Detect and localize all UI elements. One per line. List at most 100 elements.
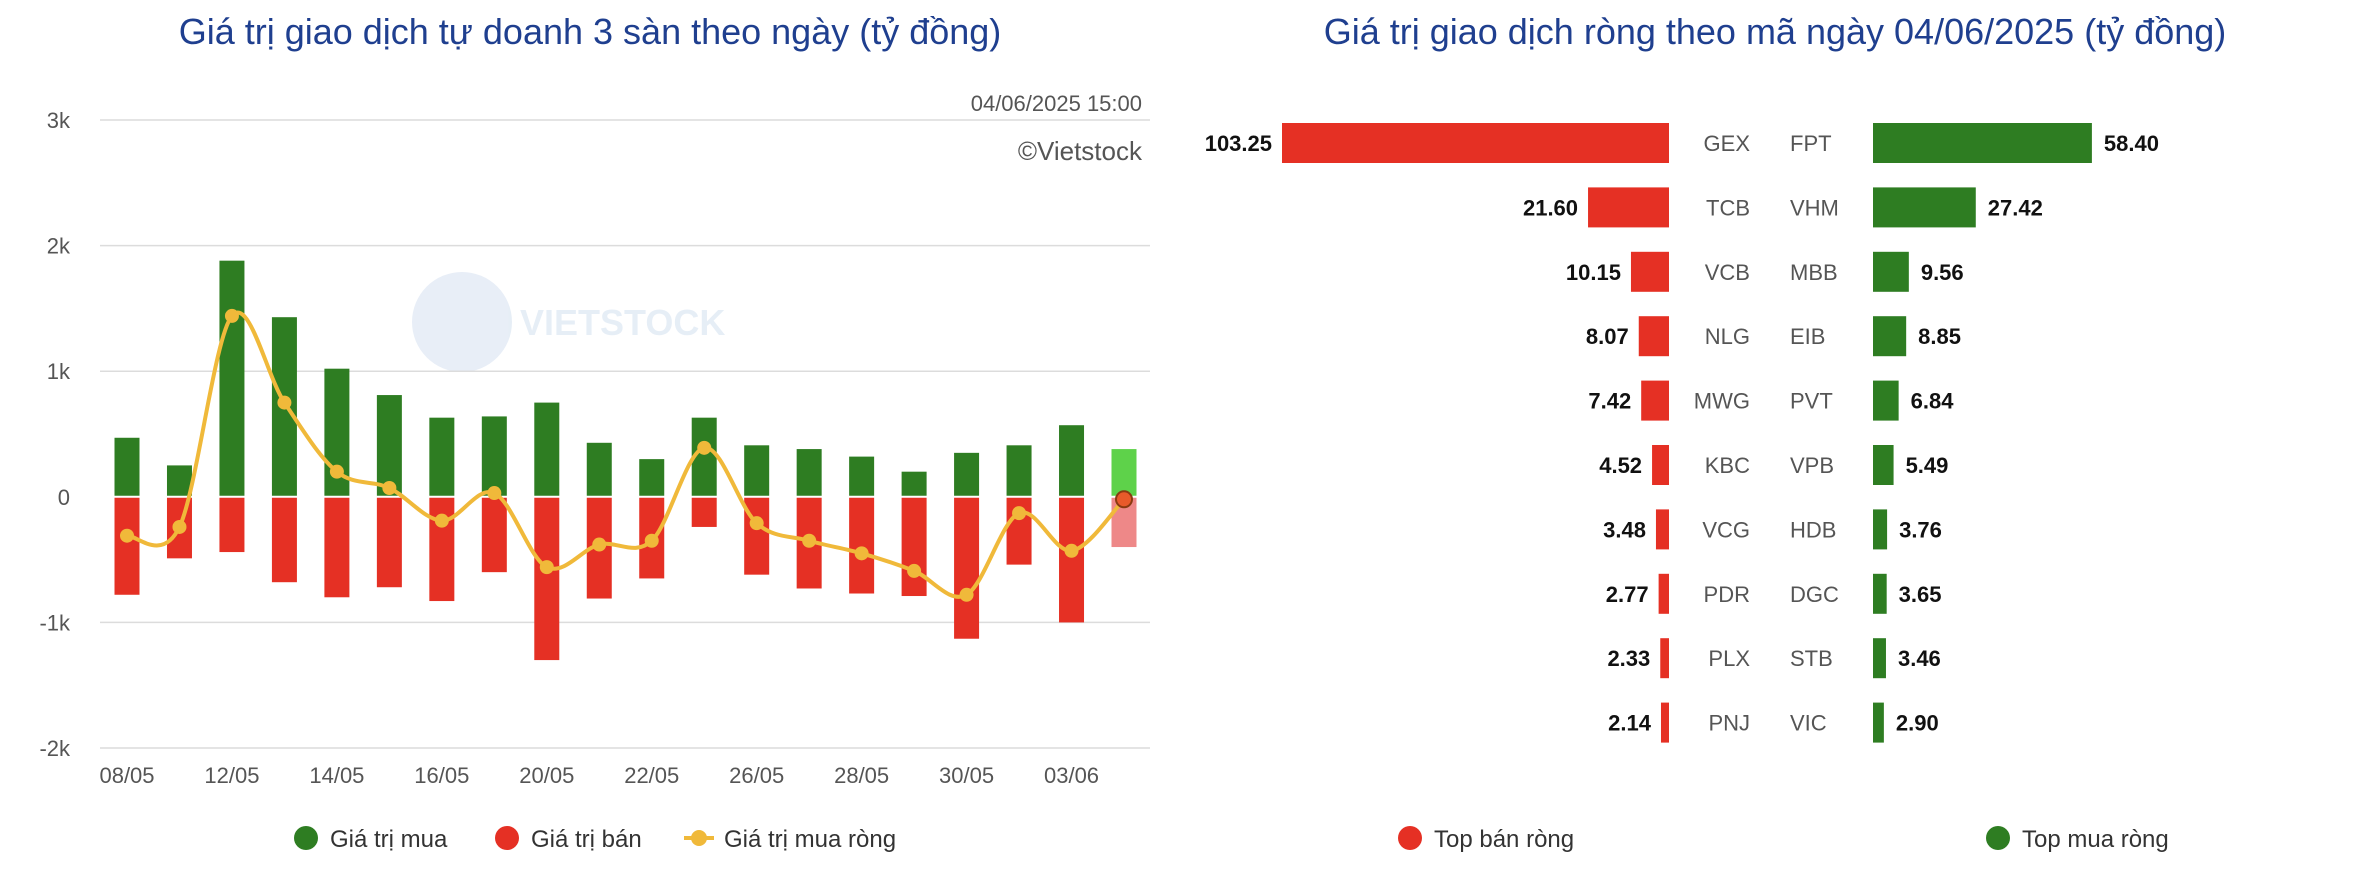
left-x-axis: 08/05 12/05 14/05 16/05 20/05 22/05 26/05 28/05…: [99, 763, 1099, 788]
sell-bar: [1282, 123, 1669, 163]
buy-ticker-label: EIB: [1790, 324, 1825, 349]
buy-bar: [639, 459, 665, 497]
sell-bar: [534, 496, 560, 661]
sell-bar: [1641, 380, 1669, 421]
buy-bar: [1873, 380, 1899, 421]
left-chart-credit: ©Vietstock: [1018, 136, 1143, 166]
legend-buy-label: Giá trị mua: [330, 826, 448, 853]
sell-value-label: 8.07: [1586, 324, 1629, 349]
net-point: [802, 533, 817, 548]
x-tick-label: 14/05: [309, 763, 364, 788]
net-point: [1064, 543, 1079, 558]
buy-bar: [1873, 316, 1907, 357]
sell-ticker-label: PLX: [1708, 646, 1750, 671]
net-point: [1012, 506, 1027, 521]
x-tick-label: 03/06: [1044, 763, 1099, 788]
sell-bar: [1059, 496, 1085, 623]
right-legend: Top bán ròng Top mua ròng: [1398, 826, 2169, 853]
legend-net-label: Giá trị mua ròng: [724, 826, 896, 853]
sell-ticker-label: MWG: [1694, 389, 1750, 414]
sell-bar: [481, 496, 507, 573]
sell-ticker-label: VCB: [1705, 260, 1750, 285]
buy-bar: [1873, 123, 2092, 163]
buy-bar: [429, 417, 455, 497]
y-tick-label: 0: [58, 485, 70, 510]
sell-bar: [1660, 702, 1669, 743]
buy-bar: [1111, 449, 1137, 497]
buy-bar: [1006, 445, 1032, 497]
buy-bar: [901, 471, 927, 497]
buy-ticker-label: PVT: [1790, 389, 1833, 414]
sell-bar: [954, 496, 980, 639]
sell-ticker-label: KBC: [1705, 453, 1750, 478]
buy-bar: [1873, 445, 1894, 485]
x-tick-label: 16/05: [414, 763, 469, 788]
sell-bar: [1660, 638, 1669, 679]
sell-value-label: 2.33: [1607, 646, 1650, 671]
buy-value-label: 9.56: [1921, 260, 1964, 285]
sell-bar: [1588, 187, 1669, 228]
buy-bar: [1059, 425, 1085, 497]
sell-ticker-label: GEX: [1704, 131, 1751, 156]
buy-value-label: 27.42: [1988, 195, 2043, 220]
x-tick-label: 08/05: [99, 763, 154, 788]
left-chart-title: Giá trị giao dịch tự doanh 3 sàn theo ng…: [179, 11, 1002, 52]
buy-bar: [534, 402, 560, 497]
buy-bar: [954, 452, 980, 497]
sell-bar: [1652, 445, 1669, 485]
net-point: [382, 481, 397, 496]
buy-ticker-label: FPT: [1790, 131, 1832, 156]
buy-bar: [1873, 509, 1888, 550]
buy-value-label: 3.65: [1899, 582, 1942, 607]
y-tick-label: 3k: [47, 108, 71, 133]
buy-value-label: 6.84: [1911, 389, 1955, 414]
legend-top-sell-label: Top bán ròng: [1434, 826, 1574, 853]
sell-value-label: 103.25: [1205, 131, 1272, 156]
buy-bar: [1873, 251, 1909, 292]
buy-value-label: 3.76: [1899, 517, 1942, 542]
buy-bar: [114, 437, 140, 497]
y-tick-label: -1k: [39, 610, 71, 635]
legend-top-sell-icon: [1398, 826, 1422, 850]
legend-net-dot-icon: [691, 830, 707, 846]
sell-value-label: 10.15: [1566, 260, 1621, 285]
left-chart-timestamp: 04/06/2025 15:00: [971, 91, 1142, 116]
net-point: [644, 533, 659, 548]
sell-ticker-label: NLG: [1705, 324, 1750, 349]
buy-ticker-label: STB: [1790, 646, 1833, 671]
buy-ticker-label: HDB: [1790, 517, 1836, 542]
sell-bar: [114, 496, 140, 595]
sell-ticker-label: PDR: [1704, 582, 1750, 607]
y-tick-label: 2k: [47, 234, 71, 259]
sell-value-label: 21.60: [1523, 195, 1578, 220]
net-point: [854, 546, 869, 561]
right-bars: 103.25 GEX FPT 58.40 21.60 TCB VHM 27.42 10.15 VC…: [1205, 123, 2159, 743]
sell-bar: [1658, 573, 1669, 614]
sell-value-label: 2.77: [1606, 582, 1649, 607]
buy-bar: [166, 465, 192, 497]
buy-bar: [586, 442, 612, 497]
x-tick-label: 12/05: [204, 763, 259, 788]
y-tick-label: -2k: [39, 736, 71, 761]
x-tick-label: 28/05: [834, 763, 889, 788]
buy-ticker-label: VPB: [1790, 453, 1834, 478]
sell-bar: [376, 496, 402, 588]
buy-ticker-label: DGC: [1790, 582, 1839, 607]
net-point: [959, 587, 974, 602]
buy-bar: [219, 260, 245, 497]
net-point: [277, 395, 292, 410]
sell-bar: [1630, 251, 1669, 292]
left-grid: 3k 2k 1k 0 -1k -2k: [39, 108, 1150, 761]
buy-ticker-label: VIC: [1790, 711, 1827, 736]
net-point: [539, 560, 554, 575]
buy-bar: [1873, 638, 1886, 679]
y-tick-label: 1k: [47, 359, 71, 384]
sell-ticker-label: PNJ: [1708, 711, 1750, 736]
x-tick-label: 20/05: [519, 763, 574, 788]
sell-bar: [691, 496, 717, 527]
buy-bar: [1873, 702, 1884, 743]
left-bars: [100, 260, 1150, 661]
legend-sell-icon: [495, 826, 519, 850]
